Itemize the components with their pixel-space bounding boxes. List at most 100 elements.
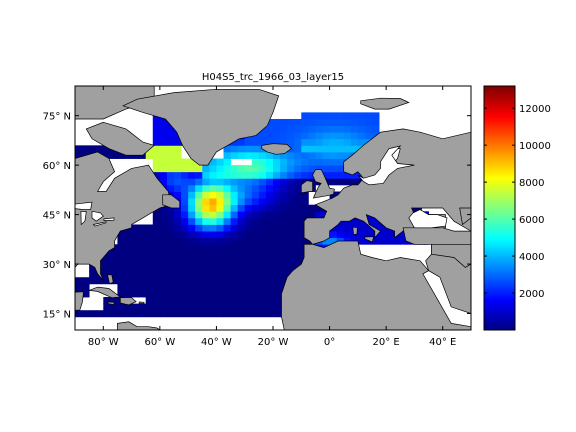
field-cell (350, 138, 359, 146)
field-cell (202, 303, 210, 311)
field-cell (251, 224, 260, 232)
field-cell (166, 151, 175, 159)
field-cell (237, 178, 246, 186)
field-cell (152, 158, 161, 166)
field-cell (294, 231, 302, 239)
colorbar-strip (484, 172, 515, 175)
field-cell (117, 264, 125, 272)
field-cell (280, 165, 288, 173)
field-cell (223, 297, 231, 305)
field-cell (372, 125, 380, 133)
field-cell (166, 211, 175, 219)
colorbar-strip (484, 290, 515, 293)
colorbar-strip (484, 236, 515, 239)
field-cell (336, 165, 345, 173)
field-cell (209, 264, 217, 272)
field-cell (166, 158, 175, 166)
field-cell (117, 270, 125, 278)
field-cell (223, 145, 231, 153)
field-cell (152, 297, 161, 305)
field-cell (181, 303, 189, 311)
field-cell (258, 204, 267, 212)
field-cell (273, 237, 281, 245)
field-cell (251, 231, 260, 239)
field-cell (195, 231, 203, 239)
field-cell (152, 244, 161, 252)
field-cell (265, 198, 274, 206)
land-baffin-island (85, 121, 155, 156)
field-cell (294, 158, 302, 166)
colorbar-strip (484, 298, 515, 301)
field-cell (237, 151, 246, 159)
field-cell (379, 231, 387, 239)
colorbar-strip (484, 144, 515, 147)
field-cell (216, 303, 224, 311)
field-cell (174, 250, 182, 258)
field-cell (265, 237, 274, 245)
field-cell (166, 303, 175, 311)
field-cell (138, 250, 147, 258)
field-cell (131, 231, 140, 239)
field-cell (223, 217, 231, 225)
field-cell (273, 310, 281, 318)
field-cell (350, 171, 359, 179)
field-cell (280, 211, 288, 219)
field-cell (181, 178, 189, 186)
field-cell (258, 303, 267, 311)
field-cell (230, 204, 239, 212)
field-cell (152, 250, 161, 258)
field-cell (265, 290, 274, 298)
field-cell (188, 171, 196, 179)
field-cell (237, 204, 246, 212)
field-cell (174, 303, 182, 311)
field-cell (110, 151, 118, 159)
field-cell (258, 191, 267, 199)
field-cell (237, 277, 246, 285)
colorbar-strip (484, 200, 515, 203)
field-cell (251, 158, 260, 166)
colorbar-tick-label: 4000 (519, 252, 544, 263)
colorbar-strip (484, 210, 515, 213)
field-cell (273, 277, 281, 285)
field-cell (357, 217, 366, 225)
colorbar-strip (484, 254, 515, 257)
field-cell (258, 244, 267, 252)
field-cell (103, 270, 111, 278)
field-cell (174, 310, 182, 318)
field-cell (209, 244, 217, 252)
field-cell (223, 237, 231, 245)
colorbar-strip (484, 270, 515, 273)
field-cell (195, 237, 203, 245)
field-cell (315, 138, 323, 146)
field-cell (82, 290, 90, 298)
field-cell (124, 290, 132, 298)
field-cell (117, 151, 125, 159)
field-cell (294, 145, 302, 153)
field-cell (181, 211, 189, 219)
field-cell (209, 158, 217, 166)
land-cuba (88, 286, 122, 299)
field-cell (89, 277, 97, 285)
colorbar-strip (484, 288, 515, 291)
field-cell (159, 204, 168, 212)
field-cell (202, 237, 210, 245)
field-cell (364, 132, 373, 140)
field-cell (216, 270, 224, 278)
field-cell (273, 231, 281, 239)
field-cell (336, 132, 345, 140)
field-cell (308, 151, 316, 159)
field-cell (117, 244, 125, 252)
field-cell (258, 184, 267, 192)
field-cell (166, 250, 175, 258)
field-cell (145, 290, 154, 298)
field-cell (244, 145, 253, 153)
field-cell (230, 257, 239, 265)
field-cell (216, 171, 224, 179)
field-cell (195, 198, 203, 206)
great-lake (103, 217, 115, 221)
field-cell (301, 145, 309, 153)
field-cell (237, 224, 246, 232)
field-cell (202, 165, 210, 173)
field-cell (174, 224, 182, 232)
